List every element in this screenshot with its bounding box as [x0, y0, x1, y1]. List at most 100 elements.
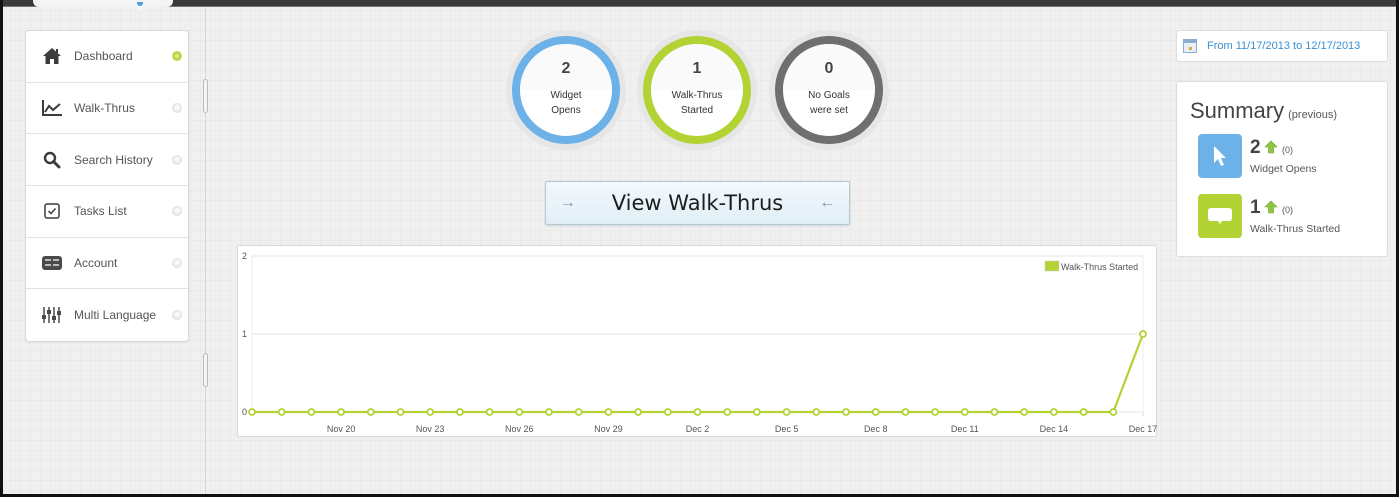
data-point[interactable] — [1139, 330, 1147, 338]
top-nav-indicator — [137, 2, 143, 6]
data-point[interactable] — [812, 408, 821, 416]
checkbox-icon — [40, 200, 64, 222]
x-tick-label: Nov 29 — [594, 424, 623, 434]
summary-previous-value: (0) — [1282, 205, 1293, 215]
stat-ring: 0 No Goals were set — [775, 36, 883, 144]
arrow-left-icon: ← — [819, 194, 836, 211]
data-point[interactable] — [782, 408, 791, 416]
x-tick-label: Dec 17 — [1129, 424, 1158, 434]
data-point[interactable] — [960, 408, 969, 416]
calendar-icon — [1183, 39, 1197, 53]
trend-up-icon — [1264, 200, 1278, 219]
view-walk-thrus-button[interactable]: → View Walk-Thrus ← — [545, 181, 850, 225]
resize-handle-top[interactable] — [203, 79, 208, 113]
stat-label: No Goals were set — [808, 90, 850, 116]
data-point[interactable] — [307, 408, 316, 416]
data-point[interactable] — [515, 408, 524, 416]
speech-bubble-icon — [1198, 194, 1242, 238]
sidebar-nav: Dashboard Walk-Thrus Search History Task… — [25, 30, 189, 342]
y-tick-label: 1 — [242, 329, 247, 339]
sidebar-item-search-history[interactable]: Search History — [26, 134, 188, 187]
home-icon — [40, 45, 64, 67]
y-tick-label: 2 — [242, 251, 247, 261]
stat-widget-opens: 2 Widget Opens — [506, 30, 626, 150]
data-point[interactable] — [723, 408, 732, 416]
stat-label: Walk-Thrus Started — [671, 90, 723, 116]
summary-panel: Summary (previous) 2 (0) Widget Opens 1 (… — [1176, 81, 1388, 257]
cursor-icon — [1198, 134, 1242, 178]
data-point[interactable] — [931, 408, 939, 416]
sidebar-item-label: Walk-Thrus — [74, 101, 135, 116]
sidebar-item-walk-thrus[interactable]: Walk-Thrus — [26, 83, 188, 135]
data-point[interactable] — [634, 408, 643, 416]
x-tick-label: Nov 26 — [505, 424, 534, 434]
data-point[interactable] — [277, 408, 286, 416]
top-bar — [3, 0, 1396, 7]
sidebar-item-account[interactable]: Account — [26, 238, 188, 290]
walk-thrus-chart: 0 1 2 Nov 20 Nov 23 Nov 26 Nov 29 Dec 2 Dec 5 Dec… — [237, 245, 1157, 437]
data-point[interactable] — [842, 408, 850, 416]
data-point[interactable] — [753, 408, 761, 416]
summary-subtitle: (previous) — [1288, 109, 1338, 121]
summary-heading: Summary — [1190, 98, 1285, 123]
data-point[interactable] — [574, 408, 583, 416]
sidebar-item-multi-language[interactable]: Multi Language — [26, 289, 188, 341]
top-nav-tab[interactable] — [33, 0, 173, 7]
radio-indicator-icon — [172, 154, 182, 165]
data-point[interactable] — [1109, 408, 1118, 416]
data-point[interactable] — [426, 408, 435, 416]
data-point[interactable] — [1020, 408, 1029, 416]
data-point[interactable] — [901, 408, 910, 416]
account-icon — [40, 252, 64, 274]
x-tick-label: Dec 5 — [775, 424, 799, 434]
sidebar-item-tasks-list[interactable]: Tasks List — [26, 186, 188, 238]
summary-value: 1 — [1250, 197, 1261, 218]
summary-title: Summary (previous) — [1190, 98, 1337, 124]
sidebar-item-dashboard[interactable]: Dashboard — [26, 31, 188, 83]
sidebar-item-label: Search History — [74, 152, 153, 167]
arrow-right-icon: → — [559, 194, 576, 211]
data-point[interactable] — [485, 408, 494, 416]
radio-indicator-icon — [172, 310, 182, 321]
stat-label: Widget Opens — [550, 90, 582, 116]
date-range-label: From 11/17/2013 to 12/17/2013 — [1207, 40, 1361, 52]
line-chart: 0 1 2 Nov 20 Nov 23 Nov 26 Nov 29 Dec 2 Dec 5 Dec… — [242, 251, 1158, 434]
stat-value: 2 — [561, 60, 571, 77]
summary-item-widget-opens: 2 (0) Widget Opens — [1198, 134, 1388, 180]
y-tick-label: 0 — [242, 407, 247, 417]
data-point[interactable] — [604, 408, 613, 416]
x-tick-label: Dec 2 — [686, 424, 710, 434]
view-walk-thrus-label: View Walk-Thrus — [611, 191, 784, 215]
data-point[interactable] — [545, 408, 553, 416]
data-point[interactable] — [990, 408, 999, 416]
legend-label: Walk-Thrus Started — [1061, 262, 1138, 272]
x-tick-label: Dec 8 — [864, 424, 888, 434]
radio-indicator-icon — [172, 258, 182, 269]
summary-value: 2 — [1250, 137, 1261, 158]
summary-label: Walk-Thrus Started — [1250, 223, 1341, 235]
data-point[interactable] — [366, 408, 375, 416]
trend-up-icon — [1264, 140, 1278, 159]
sidebar-item-label: Tasks List — [74, 204, 127, 219]
resize-handle-bottom[interactable] — [203, 353, 208, 387]
stat-value: 1 — [692, 60, 702, 77]
radio-indicator-icon — [172, 206, 182, 217]
data-point[interactable] — [396, 408, 405, 416]
data-point[interactable] — [455, 408, 464, 416]
date-range-picker[interactable]: From 11/17/2013 to 12/17/2013 — [1176, 30, 1388, 62]
stat-value: 0 — [824, 60, 834, 77]
data-point[interactable] — [871, 408, 880, 416]
sliders-icon — [40, 304, 64, 326]
stat-ring: 2 Widget Opens — [512, 36, 620, 144]
sidebar-item-label: Dashboard — [74, 49, 133, 64]
data-point[interactable] — [248, 408, 256, 416]
summary-label: Widget Opens — [1250, 163, 1317, 175]
data-point[interactable] — [1079, 408, 1088, 416]
data-point[interactable] — [1050, 408, 1058, 416]
data-point[interactable] — [693, 408, 702, 416]
stat-ring: 1 Walk-Thrus Started — [643, 36, 751, 144]
data-point[interactable] — [663, 408, 672, 416]
data-point[interactable] — [337, 408, 345, 416]
stat-walk-thrus-started: 1 Walk-Thrus Started — [637, 30, 757, 150]
line-chart-icon — [40, 97, 64, 119]
